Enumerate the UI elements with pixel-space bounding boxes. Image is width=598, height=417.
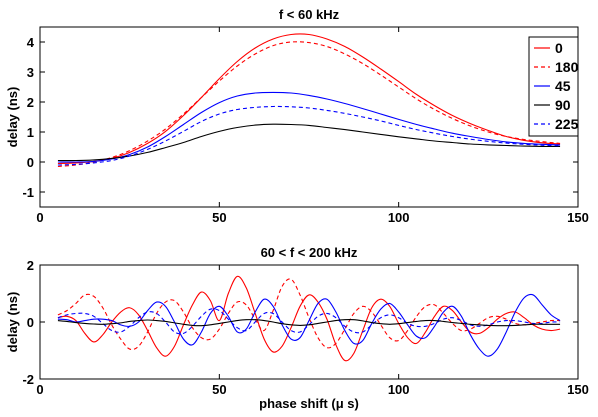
chart-title: f < 60 kHz <box>279 7 340 22</box>
y-tick-label: 3 <box>27 65 34 80</box>
legend-entry: 45 <box>555 78 571 94</box>
series-line-2 <box>57 278 561 351</box>
series-line-5 <box>57 105 561 166</box>
series-line-1 <box>57 275 561 362</box>
series-line-1 <box>57 33 561 165</box>
x-tick-label: 100 <box>388 210 410 225</box>
y-tick-label: 2 <box>27 258 34 273</box>
legend-entry: 90 <box>555 97 571 113</box>
y-tick-label: 0 <box>27 315 34 330</box>
x-tick-label: 50 <box>212 382 226 397</box>
series-line-5 <box>57 319 561 327</box>
plot-area-frame <box>39 264 579 380</box>
legend-entry: 0 <box>555 40 563 56</box>
x-tick-label: 0 <box>36 382 43 397</box>
legend: 0 180 45 90 225 <box>528 36 579 137</box>
series-line-3 <box>57 293 561 357</box>
y-tick-label: -2 <box>22 372 34 387</box>
series-line-3 <box>57 91 561 163</box>
y-axis-label: delay (ns) <box>5 292 20 353</box>
legend-entry: 180 <box>555 59 579 75</box>
x-tick-label: 150 <box>567 210 589 225</box>
y-tick-label: 4 <box>27 35 35 50</box>
series-line-4 <box>57 123 561 162</box>
y-tick-label: -1 <box>22 185 34 200</box>
y-axis-label: delay (ns) <box>5 87 20 148</box>
x-tick-label: 50 <box>212 210 226 225</box>
y-tick-label: 0 <box>27 155 34 170</box>
x-tick-label: 100 <box>388 382 410 397</box>
plot-area-frame <box>39 26 579 208</box>
series-line-2 <box>57 41 561 168</box>
x-axis-label: phase shift (μ s) <box>259 396 359 411</box>
y-tick-label: 1 <box>27 125 34 140</box>
y-tick-label: 2 <box>27 95 34 110</box>
x-tick-label: 0 <box>36 210 43 225</box>
chart-title: 60 < f < 200 kHz <box>261 245 358 260</box>
x-tick-label: 150 <box>567 382 589 397</box>
legend-entry: 225 <box>555 116 579 132</box>
